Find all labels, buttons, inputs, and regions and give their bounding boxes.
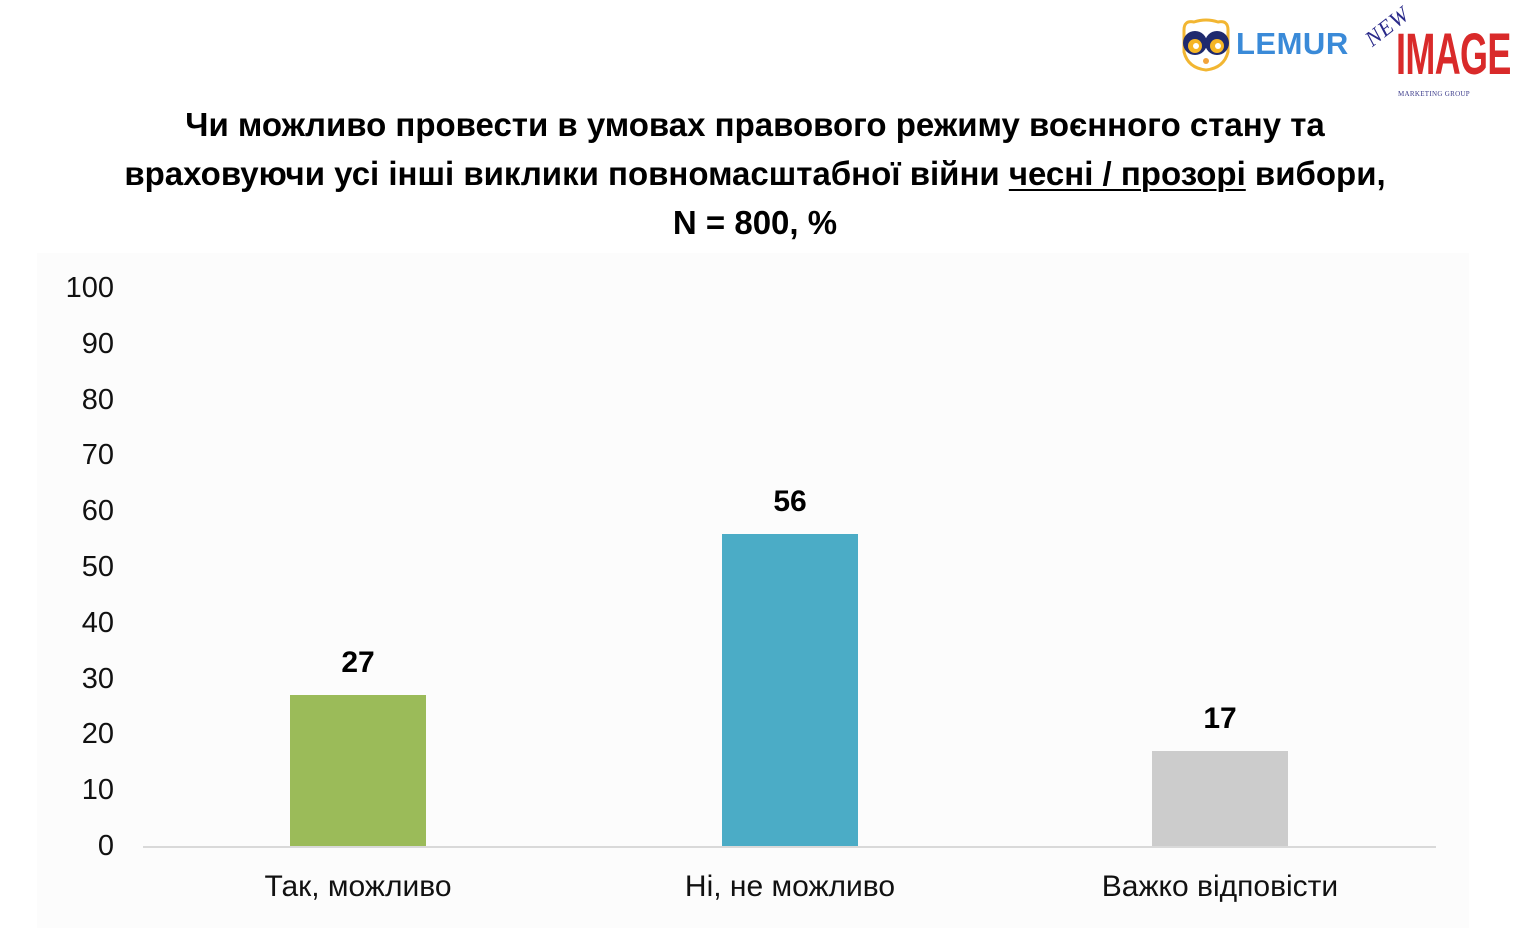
y-axis-tick-label: 20 (81, 718, 114, 751)
new-image-logo-sub: MARKETING GROUP (1398, 90, 1470, 98)
y-axis-tick-label: 80 (81, 383, 114, 416)
bar-3[interactable] (1152, 751, 1288, 846)
y-axis-tick-label: 100 (65, 272, 114, 304)
x-axis-line (143, 846, 1436, 848)
y-axis-tick-label: 30 (81, 662, 114, 695)
y-axis-tick-label: 70 (81, 439, 114, 472)
lemur-face-icon (1182, 18, 1230, 72)
y-axis-tick-label: 40 (81, 606, 114, 639)
chart-title-line2: враховуючи усі інші виклики повномасштаб… (0, 149, 1510, 198)
chart-title-underlined: чесні / прозорі (1008, 155, 1246, 192)
x-axis-category-label: Ні, не можливо (684, 870, 896, 903)
y-axis-tick-label: 60 (81, 495, 114, 528)
chart-title-line3: N = 800, % (672, 204, 838, 241)
y-axis-tick-label: 50 (81, 551, 114, 583)
bar-value-label: 27 (341, 646, 375, 680)
lemur-logo-text: LEMUR (1236, 26, 1349, 61)
bar-2[interactable] (722, 533, 858, 846)
y-axis-tick-label: 0 (97, 830, 114, 862)
y-axis-tick-label: 10 (81, 774, 114, 807)
new-image-logo-main: IMAGE (1396, 22, 1511, 87)
lemur-logo: LEMUR (1178, 16, 1349, 72)
bar-1[interactable] (290, 695, 426, 846)
x-axis-category-label: Так, можливо (264, 870, 452, 903)
chart-plot-area: 0 10 20 30 40 50 60 70 80 90 100 27 Так, можливо 56 Ні… (37, 253, 1469, 928)
logos-header: LEMUR IMAGE NEW MARKETING GROUP (0, 0, 1520, 105)
chart-title-line1: Чи можливо провести в умовах правового р… (185, 106, 1325, 143)
chart-title: Чи можливо провести в умовах правового р… (0, 100, 1510, 247)
chart-title-line2-post: вибори, (1245, 155, 1386, 192)
bar-value-label: 17 (1203, 702, 1237, 736)
x-axis-category-label: Важко відповісти (1101, 870, 1339, 903)
chart-title-line2-pre: враховуючи усі інші виклики повномасштаб… (124, 155, 1009, 192)
bar-value-label: 56 (773, 484, 807, 518)
y-axis-tick-label: 90 (81, 327, 114, 360)
new-image-logo: IMAGE NEW MARKETING GROUP (1360, 1, 1511, 104)
